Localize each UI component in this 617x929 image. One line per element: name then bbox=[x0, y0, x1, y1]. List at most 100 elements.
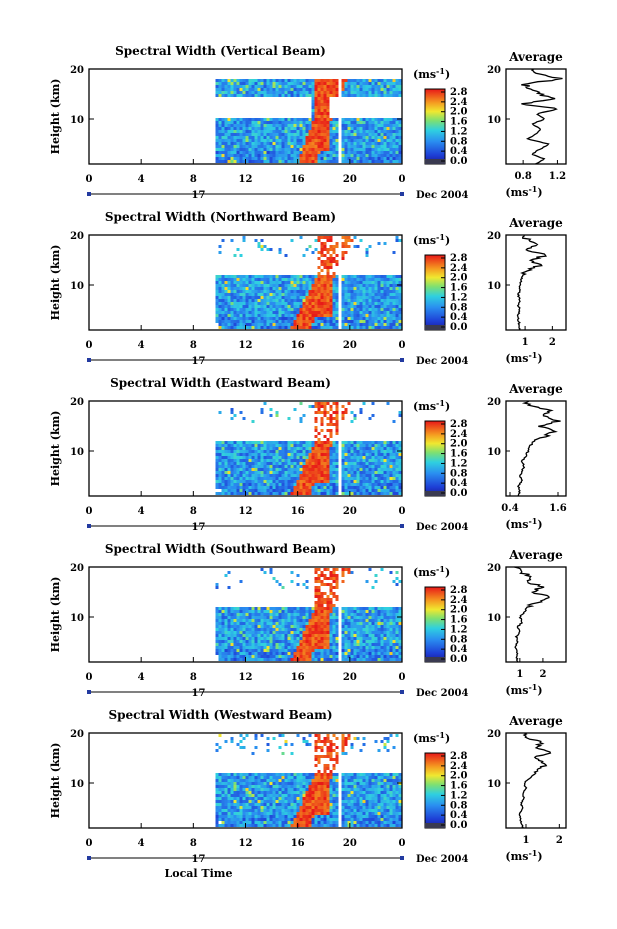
profile-ytick-label: 10 bbox=[487, 447, 501, 458]
xtick-label: 12 bbox=[239, 506, 253, 517]
profile-xtick-label: 1.6 bbox=[549, 503, 566, 514]
profile-line bbox=[521, 68, 563, 165]
colorbar-floor bbox=[425, 325, 445, 330]
profile-ytick-label: 10 bbox=[487, 115, 501, 126]
panel-title: Spectral Width (Northward Beam) bbox=[105, 210, 336, 224]
panel-title: Spectral Width (Southward Beam) bbox=[105, 542, 336, 556]
date-axis-end bbox=[87, 192, 91, 196]
date-label: 17 bbox=[192, 356, 206, 367]
colorbar-tick-label: 2.0 bbox=[450, 107, 467, 118]
colorbar-tick-label: 0.8 bbox=[450, 136, 467, 147]
xtick-label: 0 bbox=[399, 340, 406, 351]
date-suffix: Dec 2004 bbox=[416, 688, 468, 699]
xtick-label: 0 bbox=[86, 838, 93, 849]
panel-title: Spectral Width (Vertical Beam) bbox=[115, 44, 326, 58]
profile-xtick-label: 1 bbox=[523, 835, 530, 846]
panel-2: Spectral Width (Northward Beam) 20 10 Heigh… bbox=[49, 210, 567, 367]
colorbar-tick-label: 0.4 bbox=[450, 810, 467, 821]
xtick-label: 0 bbox=[86, 340, 93, 351]
colorbar-tick-label: 1.2 bbox=[450, 624, 467, 635]
ytick-label: 10 bbox=[70, 115, 84, 126]
colorbar-tick-label: 0.0 bbox=[450, 820, 467, 831]
profile-ytick-label: 20 bbox=[487, 729, 501, 740]
xtick-label: 4 bbox=[138, 506, 145, 517]
xtick-label: 0 bbox=[86, 174, 93, 185]
colorbar-tick-label: 1.6 bbox=[450, 283, 467, 294]
xtick-label: 0 bbox=[399, 672, 406, 683]
profile-xlabel: (ms-1) bbox=[505, 516, 542, 531]
xtick-label: 20 bbox=[343, 672, 357, 683]
colorbar-tick-label: 1.6 bbox=[450, 781, 467, 792]
profile-xlabel: (ms-1) bbox=[505, 184, 542, 199]
date-axis-end bbox=[87, 524, 91, 528]
colorbar-unit: (ms-1) bbox=[413, 232, 450, 247]
date-suffix: Dec 2004 bbox=[416, 854, 468, 865]
profile-title: Average bbox=[508, 548, 563, 562]
date-label: 17 bbox=[192, 190, 206, 201]
profile-ytick-label: 10 bbox=[487, 281, 501, 292]
colorbar-unit: (ms-1) bbox=[413, 564, 450, 579]
colorbar-tick-label: 1.2 bbox=[450, 292, 467, 303]
colorbar-tick-label: 2.8 bbox=[450, 585, 467, 596]
profile-ytick-label: 20 bbox=[487, 563, 501, 574]
profile-frame bbox=[505, 732, 567, 829]
profile-ytick-label: 20 bbox=[487, 65, 501, 76]
y-axis-label: Height (km) bbox=[49, 577, 62, 653]
panel-title: Spectral Width (Eastward Beam) bbox=[110, 376, 331, 390]
profile-xtick-label: 2 bbox=[556, 835, 563, 846]
y-axis-label: Height (km) bbox=[49, 79, 62, 155]
xtick-label: 0 bbox=[399, 174, 406, 185]
ytick-label: 10 bbox=[70, 613, 84, 624]
xtick-label: 0 bbox=[86, 506, 93, 517]
colorbar-tick-label: 0.4 bbox=[450, 478, 467, 489]
xtick-label: 20 bbox=[343, 174, 357, 185]
ytick-label: 20 bbox=[70, 231, 84, 242]
panel-1: Spectral Width (Vertical Beam) 20 10 Height… bbox=[49, 44, 567, 201]
ytick-label: 20 bbox=[70, 65, 84, 76]
xtick-label: 12 bbox=[239, 340, 253, 351]
xtick-label: 20 bbox=[343, 838, 357, 849]
xtick-label: 8 bbox=[190, 838, 197, 849]
xtick-label: 0 bbox=[86, 672, 93, 683]
colorbar-tick-label: 2.4 bbox=[450, 429, 467, 440]
profile-xtick-label: 1 bbox=[516, 669, 523, 680]
colorbar bbox=[424, 586, 446, 663]
date-axis-end bbox=[87, 358, 91, 362]
date-label: 17 bbox=[192, 688, 206, 699]
colorbar-tick-label: 2.4 bbox=[450, 97, 467, 108]
xtick-label: 4 bbox=[138, 340, 145, 351]
xtick-label: 12 bbox=[239, 838, 253, 849]
heatmap bbox=[215, 236, 402, 329]
colorbar-unit: (ms-1) bbox=[413, 398, 450, 413]
profile-xtick-label: 2 bbox=[539, 669, 546, 680]
profile-xlabel: (ms-1) bbox=[505, 682, 542, 697]
profile-ytick-label: 10 bbox=[487, 613, 501, 624]
y-axis-label: Height (km) bbox=[49, 743, 62, 819]
colorbar bbox=[424, 752, 446, 829]
colorbar-tick-label: 2.8 bbox=[450, 253, 467, 264]
xtick-label: 12 bbox=[239, 174, 253, 185]
profile-xtick-label: 1.2 bbox=[549, 171, 566, 182]
colorbar-tick-label: 0.0 bbox=[450, 654, 467, 665]
heatmap bbox=[215, 79, 402, 163]
profile-frame bbox=[505, 566, 567, 663]
date-axis-end bbox=[87, 856, 91, 860]
xtick-label: 20 bbox=[343, 506, 357, 517]
profile-xtick-label: 0.4 bbox=[501, 503, 518, 514]
ytick-label: 10 bbox=[70, 447, 84, 458]
heatmap bbox=[215, 734, 402, 827]
profile-xlabel: (ms-1) bbox=[505, 848, 542, 863]
colorbar-tick-label: 2.4 bbox=[450, 263, 467, 274]
xtick-label: 8 bbox=[190, 174, 197, 185]
panel-3: Spectral Width (Eastward Beam) 20 10 Height… bbox=[49, 376, 567, 533]
xtick-label: 16 bbox=[291, 506, 305, 517]
profile-line bbox=[514, 566, 550, 663]
y-axis-label: Height (km) bbox=[49, 245, 62, 321]
colorbar-tick-label: 1.2 bbox=[450, 458, 467, 469]
profile-xlabel: (ms-1) bbox=[505, 350, 542, 365]
colorbar-tick-label: 1.6 bbox=[450, 615, 467, 626]
colorbar-tick-label: 1.6 bbox=[450, 449, 467, 460]
date-axis-end bbox=[400, 192, 404, 196]
date-axis-end bbox=[400, 690, 404, 694]
colorbar-tick-label: 2.0 bbox=[450, 273, 467, 284]
